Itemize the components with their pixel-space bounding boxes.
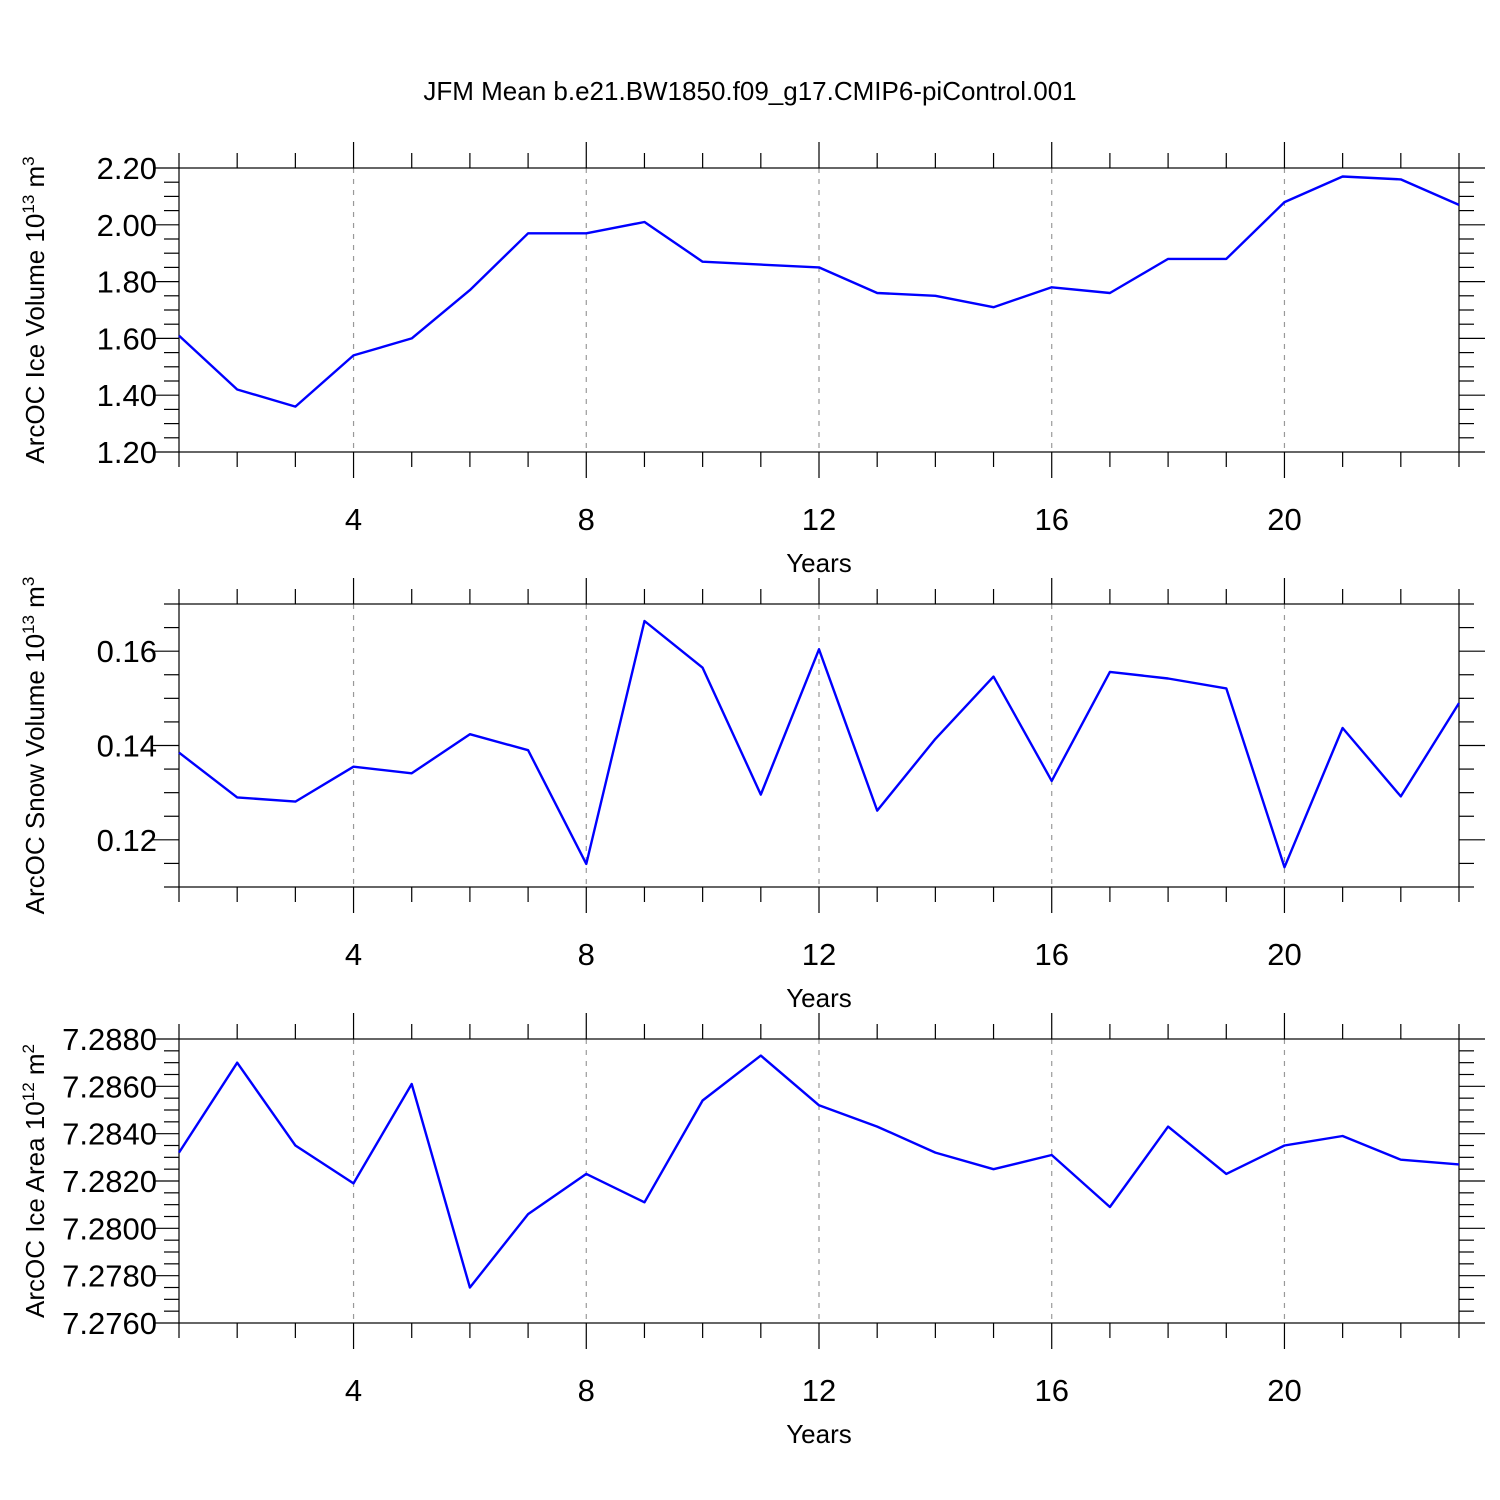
x-tick-label: 12 bbox=[802, 502, 836, 537]
y-axis-title-part: m bbox=[20, 1053, 50, 1082]
y-tick-label: 0.12 bbox=[97, 823, 157, 858]
x-tick-label: 12 bbox=[802, 1373, 836, 1408]
y-axis-title-part: ArcOC Snow Volume 10 bbox=[20, 634, 50, 914]
series-line bbox=[177, 1054, 1460, 1289]
x-tick-label: 8 bbox=[578, 502, 595, 537]
chart-panels: 4 8 12 16 20 Years 1.20 1.40 1.60 1.80 2.00 2.20 Arc… bbox=[19, 142, 1485, 1449]
y-axis-title: ArcOC Ice Volume 1013 m3 bbox=[19, 156, 50, 463]
x-tick-label: 16 bbox=[1034, 502, 1068, 537]
x-tick-label: 20 bbox=[1267, 1373, 1301, 1408]
y-tick-label: 7.2880 bbox=[62, 1022, 157, 1057]
y-axis-title: ArcOC Ice Area 1012 m2 bbox=[19, 1044, 50, 1318]
y-axis-title-superscript: 13 bbox=[19, 195, 38, 214]
y-axis-title-part: ArcOC Ice Area 10 bbox=[20, 1101, 50, 1318]
y-tick-label: 7.2820 bbox=[62, 1164, 157, 1199]
y-tick-label: 7.2840 bbox=[62, 1117, 157, 1152]
y-axis-title-part: ArcOC Ice Volume 10 bbox=[20, 214, 50, 464]
y-tick-label: 2.20 bbox=[97, 151, 157, 186]
x-axis-title: Years bbox=[786, 983, 852, 1013]
x-tick-label: 4 bbox=[345, 937, 362, 972]
x-axis-title: Years bbox=[786, 548, 852, 578]
y-tick-label: 1.20 bbox=[97, 435, 157, 470]
y-axis-title-part: m bbox=[20, 166, 50, 195]
y-tick-label: 2.00 bbox=[97, 208, 157, 243]
y-tick-label: 1.40 bbox=[97, 378, 157, 413]
x-tick-label: 16 bbox=[1034, 937, 1068, 972]
plot-frame bbox=[178, 603, 1460, 888]
series-line bbox=[178, 175, 1460, 408]
y-axis-title-part: m bbox=[20, 586, 50, 615]
panel-1: 4 8 12 16 20 Years 1.20 1.40 1.60 1.80 2.00 2.20 Arc… bbox=[19, 142, 1485, 578]
y-axis-title-superscript: 12 bbox=[19, 1082, 38, 1101]
x-tick-label: 4 bbox=[345, 1373, 362, 1408]
panel-2: 4 8 12 16 20 Years 0.12 0.14 0.16 ArcOC Snow Volu… bbox=[19, 577, 1485, 1013]
panel-3: 4 8 12 16 20 Years 7.2760 7.2780 7.2800 7.2820 7.2… bbox=[19, 1013, 1485, 1449]
plot-frame bbox=[178, 1038, 1460, 1324]
y-tick-label: 1.80 bbox=[97, 265, 157, 300]
chart-title: JFM Mean b.e21.BW1850.f09_g17.CMIP6-piCo… bbox=[423, 76, 1076, 106]
y-tick-label: 7.2860 bbox=[62, 1069, 157, 1104]
y-tick-label: 7.2800 bbox=[62, 1211, 157, 1246]
y-tick-label: 7.2780 bbox=[62, 1259, 157, 1294]
x-tick-label: 8 bbox=[578, 1373, 595, 1408]
series-line bbox=[178, 619, 1461, 869]
x-tick-label: 4 bbox=[345, 502, 362, 537]
y-axis-title-superscript: 13 bbox=[19, 615, 38, 634]
x-tick-label: 20 bbox=[1267, 502, 1301, 537]
plot-frame bbox=[178, 167, 1460, 453]
x-tick-label: 8 bbox=[578, 937, 595, 972]
y-tick-label: 1.60 bbox=[97, 321, 157, 356]
y-tick-label: 0.16 bbox=[97, 634, 157, 669]
x-axis-title: Years bbox=[786, 1419, 852, 1449]
y-tick-label: 7.2760 bbox=[62, 1306, 157, 1341]
y-axis-title-superscript: 3 bbox=[19, 577, 38, 586]
x-tick-label: 20 bbox=[1267, 937, 1301, 972]
y-tick-label: 0.14 bbox=[97, 729, 157, 764]
x-tick-label: 12 bbox=[802, 937, 836, 972]
y-axis-title-superscript: 3 bbox=[19, 156, 38, 165]
y-axis-title-superscript: 2 bbox=[19, 1044, 38, 1053]
x-tick-label: 16 bbox=[1034, 1373, 1068, 1408]
y-axis-title: ArcOC Snow Volume 1013 m3 bbox=[19, 577, 50, 915]
